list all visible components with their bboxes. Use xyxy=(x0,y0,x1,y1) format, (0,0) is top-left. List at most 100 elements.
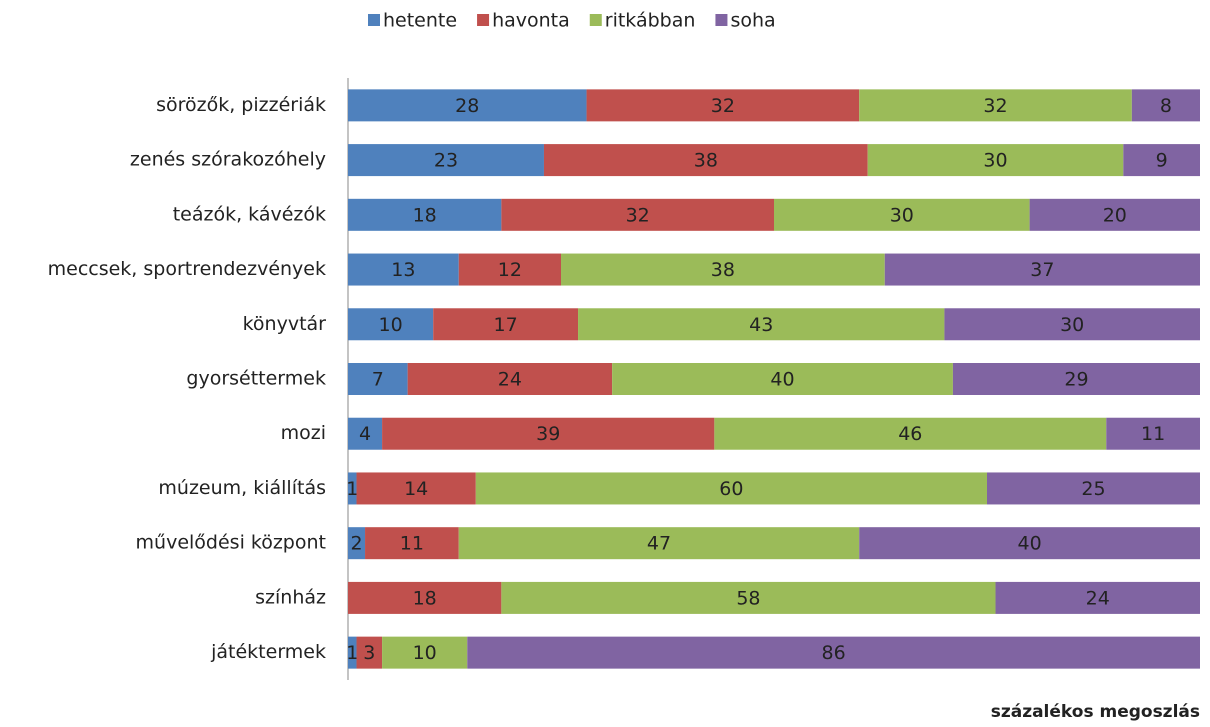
bar-segment xyxy=(714,417,1107,450)
bar-segment xyxy=(859,89,1132,122)
data-label: 11 xyxy=(400,533,424,555)
data-label: 23 xyxy=(434,150,458,172)
data-label: 10 xyxy=(379,314,403,336)
bar-segment xyxy=(561,253,885,286)
bar-segment xyxy=(348,89,587,122)
bar-segment xyxy=(543,144,868,177)
data-label: 38 xyxy=(694,150,718,172)
data-label: 39 xyxy=(536,423,560,445)
data-label: 9 xyxy=(1156,150,1168,172)
data-label: 30 xyxy=(983,150,1007,172)
y-tick-label: színház xyxy=(255,586,326,608)
y-tick-label: teázók, kávézók xyxy=(173,203,326,225)
data-label: 58 xyxy=(736,587,760,609)
data-label: 25 xyxy=(1081,478,1105,500)
bar-segment xyxy=(1106,417,1200,450)
data-label: 10 xyxy=(413,642,437,664)
data-label: 8 xyxy=(1160,95,1172,117)
bar-segment xyxy=(348,581,502,614)
bar-segment xyxy=(586,89,860,122)
bar-segment xyxy=(348,144,544,177)
legend-swatch xyxy=(368,14,380,26)
data-label: 28 xyxy=(455,95,479,117)
data-label: 46 xyxy=(898,423,922,445)
y-tick-label: múzeum, kiállítás xyxy=(158,477,326,499)
bar-segment xyxy=(1123,144,1200,177)
data-label: 24 xyxy=(498,369,522,391)
legend-swatch xyxy=(477,14,490,26)
data-label: 47 xyxy=(647,533,671,555)
data-label: 12 xyxy=(498,259,522,281)
bar-segment xyxy=(348,253,459,286)
bar-segment xyxy=(348,417,383,450)
bar-segment xyxy=(365,527,459,560)
y-tick-label: sörözők, pizzériák xyxy=(156,94,326,116)
bar-segment xyxy=(348,363,408,395)
bar-segment xyxy=(382,417,715,450)
bar-segment xyxy=(501,198,774,231)
data-label: 30 xyxy=(1060,314,1084,336)
data-label: 24 xyxy=(1086,587,1110,609)
data-label: 3 xyxy=(363,642,375,664)
bar-segment xyxy=(348,636,357,669)
data-label: 38 xyxy=(711,259,735,281)
bar-segment xyxy=(348,308,434,341)
bar-segment xyxy=(774,198,1030,231)
data-label: 18 xyxy=(413,587,437,609)
bar-segment xyxy=(995,581,1200,614)
legend-swatch xyxy=(589,14,602,26)
bar-segment xyxy=(348,472,357,505)
legend-label: havonta xyxy=(492,10,570,32)
data-label: 60 xyxy=(719,478,743,500)
bar-segment xyxy=(382,636,468,669)
bar-segment xyxy=(467,636,1200,669)
data-label: 13 xyxy=(391,259,415,281)
data-label: 86 xyxy=(822,642,846,664)
bar-segment xyxy=(458,527,860,560)
data-label: 7 xyxy=(372,369,384,391)
bar-segment xyxy=(356,636,383,669)
bar-segment xyxy=(458,253,561,286)
data-label: 11 xyxy=(1141,423,1165,445)
data-label: 17 xyxy=(494,314,518,336)
data-label: 18 xyxy=(413,204,437,226)
data-label: 32 xyxy=(711,95,735,117)
data-label: 14 xyxy=(404,478,428,500)
data-label: 40 xyxy=(1018,533,1042,555)
y-tick-label: játéktermek xyxy=(210,641,326,663)
data-label: 32 xyxy=(983,95,1007,117)
data-label: 30 xyxy=(890,204,914,226)
data-label: 1 xyxy=(346,642,358,664)
data-label: 43 xyxy=(749,314,773,336)
bar-segment xyxy=(952,363,1200,395)
bar-segment xyxy=(1131,89,1200,122)
bar-segment xyxy=(433,308,579,341)
bar-segment xyxy=(348,198,502,231)
bar-segment xyxy=(501,581,996,614)
bar-segment xyxy=(612,363,953,395)
y-tick-label: művelődési központ xyxy=(136,532,326,554)
data-label: 37 xyxy=(1030,259,1054,281)
bar-segment xyxy=(859,527,1200,560)
data-label: 29 xyxy=(1064,369,1088,391)
y-tick-label: meccsek, sportrendezvények xyxy=(48,258,326,280)
bar-segment xyxy=(356,472,476,505)
data-label: 2 xyxy=(350,533,362,555)
legend-label: ritkábban xyxy=(605,10,696,32)
y-tick-label: gyorséttermek xyxy=(186,368,326,390)
bar-segment xyxy=(987,472,1200,505)
y-tick-label: mozi xyxy=(281,422,326,444)
data-label: 1 xyxy=(346,478,358,500)
legend-label: soha xyxy=(730,10,775,32)
bar-segment xyxy=(944,308,1200,341)
data-label: 4 xyxy=(359,423,371,445)
bar-segment xyxy=(867,144,1124,177)
data-label: 32 xyxy=(626,204,650,226)
bar-segment xyxy=(1029,198,1200,231)
y-tick-label: zenés szórakozóhely xyxy=(130,149,326,171)
bar-segment xyxy=(475,472,987,505)
bar-segment xyxy=(348,527,366,560)
x-axis-label: százalékos megoszlás xyxy=(991,702,1200,722)
legend-swatch xyxy=(715,14,728,26)
